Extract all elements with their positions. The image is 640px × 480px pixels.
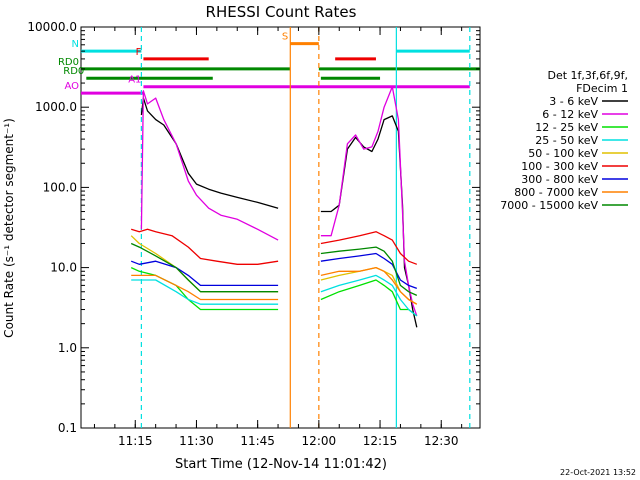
- series-3-segment-0: [131, 279, 279, 305]
- series-6-segment-0: [130, 260, 279, 287]
- series-3-segment-1: [320, 274, 418, 317]
- flag-label-n: N: [72, 39, 79, 50]
- flag-label-a1: A1: [128, 75, 141, 86]
- y-axis-label: Count Rate (s⁻¹ detector segment⁻¹): [2, 118, 16, 338]
- series-7-segment-0: [131, 274, 279, 301]
- series-1-segment-1: [320, 86, 418, 317]
- legend-label-4: 50 - 100 keV: [528, 147, 598, 160]
- legend-header-line-1: Det 1f,3f,6f,9f,: [547, 69, 628, 82]
- flag-label-ao: AO: [64, 81, 79, 92]
- legend-label-7: 800 - 7000 keV: [514, 186, 598, 199]
- series-7-segment-1: [320, 266, 418, 305]
- series-5-segment-1: [320, 231, 418, 265]
- legend-header-line-2: FDecim 1: [576, 82, 628, 95]
- y-tick-label-3: 100.0: [43, 180, 77, 194]
- series-2-segment-1: [320, 279, 418, 317]
- legend-label-1: 6 - 12 keV: [542, 108, 598, 121]
- y-tick-label-1: 1.0: [58, 341, 77, 355]
- series-2-segment-0: [130, 267, 279, 311]
- x-tick-label-2: 11:45: [240, 434, 275, 448]
- legend-label-2: 12 - 25 keV: [535, 121, 598, 134]
- series-5-segment-0: [131, 228, 279, 265]
- legend-label-8: 7000 - 15000 keV: [500, 199, 598, 212]
- data-series: [130, 86, 418, 328]
- vertical-markers: [140, 27, 471, 428]
- series-1-segment-0: [140, 90, 279, 241]
- legend-label-0: 3 - 6 keV: [549, 95, 598, 108]
- chart-title: RHESSI Count Rates: [206, 3, 357, 21]
- flag-label-f: F: [136, 47, 142, 58]
- series-0-segment-0: [140, 97, 279, 209]
- flag-label-s: S: [282, 32, 288, 43]
- legend-label-3: 25 - 50 keV: [535, 134, 598, 147]
- plot-frame: [80, 26, 481, 429]
- y-tick-label-0: 0.1: [58, 421, 77, 435]
- series-6-segment-1: [320, 252, 418, 290]
- series-8-segment-0: [130, 242, 279, 293]
- y-tick-label-4: 1000.0: [35, 100, 77, 114]
- legend-label-6: 300 - 800 keV: [521, 173, 598, 186]
- x-tick-label-4: 12:15: [363, 434, 398, 448]
- x-tick-label-0: 11:15: [118, 434, 153, 448]
- generation-timestamp: 22-Oct-2021 13:52: [560, 468, 636, 477]
- plot-area: [80, 26, 481, 429]
- legend-label-5: 100 - 300 keV: [521, 160, 598, 173]
- x-tick-label-3: 12:00: [302, 434, 337, 448]
- axes: 0.1 1.0 10.0 100.0 1000.0 10000.0 11:15 11:30 11…: [27, 20, 480, 448]
- x-tick-label-1: 11:30: [179, 434, 214, 448]
- flag-label-rd0: RD0: [58, 57, 79, 68]
- flag-label-rd0: RD0: [63, 66, 84, 77]
- x-tick-label-5: 12:30: [424, 434, 459, 448]
- series-8-segment-1: [320, 246, 418, 296]
- y-tick-label-5: 10000.0: [27, 20, 77, 34]
- y-tick-label-2: 10.0: [50, 261, 77, 275]
- x-axis-label: Start Time (12-Nov-14 11:01:42): [175, 457, 387, 472]
